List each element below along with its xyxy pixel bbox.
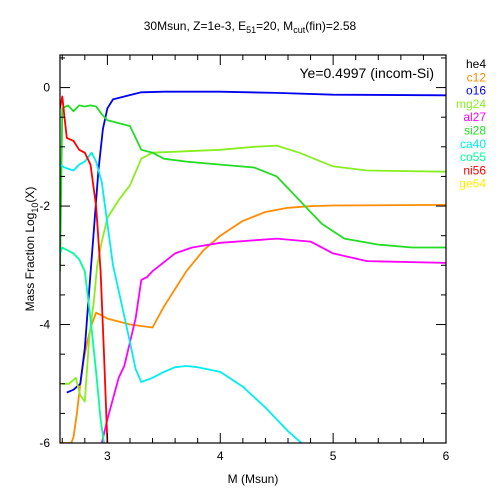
series-line-mg24 xyxy=(62,144,446,403)
y-axis-label: Mass Fraction Log10(X) xyxy=(23,187,40,312)
y-tick-label: -6 xyxy=(39,436,50,450)
y-label-end: (X) xyxy=(23,187,37,203)
x-tick-label: 4 xyxy=(217,449,224,463)
legend-item-ca40: ca40 xyxy=(460,137,486,151)
legend-item-ni56: ni56 xyxy=(463,163,486,177)
series-line-si28 xyxy=(60,104,446,272)
title-mid: =20, M xyxy=(256,19,293,33)
title-m-sub: cut xyxy=(293,25,306,35)
y-tick-label: -4 xyxy=(39,318,50,332)
ticks-layer: 3 4 5 6 0 -2 -4 -6 xyxy=(39,55,450,463)
series-line-ni56 xyxy=(60,95,109,443)
y-label-main: Mass Fraction Log xyxy=(23,213,37,312)
y-label-sub: 10 xyxy=(30,203,40,213)
plot-frame xyxy=(59,54,447,444)
y-tick-label: -2 xyxy=(39,199,50,213)
series-line-ca40 xyxy=(60,151,303,443)
title-end: (fin)=2.58 xyxy=(305,19,356,33)
legend-item-c12: c12 xyxy=(467,70,487,84)
legend-item-o16: o16 xyxy=(466,84,486,98)
legend-item-co55: co55 xyxy=(460,150,486,164)
legend-item-mg24: mg24 xyxy=(456,97,486,111)
series-line-o16 xyxy=(66,90,446,394)
x-tick-label: 3 xyxy=(104,449,111,463)
x-tick-label: 6 xyxy=(443,449,450,463)
legend-item-si28: si28 xyxy=(464,124,486,138)
x-axis-label: M (Msun) xyxy=(228,472,279,486)
legend-item-al27: al27 xyxy=(463,110,486,124)
legend-item-he4: he4 xyxy=(466,57,486,71)
chart-title: 30Msun, Z=1e-3, E51=20, Mcut(fin)=2.58 xyxy=(144,19,357,35)
series-line-co55 xyxy=(60,246,105,443)
svg-text:30Msun, Z=1e-3, E51=20, Mcut(f: 30Msun, Z=1e-3, E51=20, Mcut(fin)=2.58 xyxy=(144,19,357,35)
title-main: 30Msun, Z=1e-3, E xyxy=(144,19,246,33)
y-tick-label: 0 xyxy=(43,81,50,95)
series-line-c12 xyxy=(60,204,446,443)
series-line-al27 xyxy=(100,237,446,443)
series-layer xyxy=(60,90,446,443)
legend-item-ge64: ge64 xyxy=(459,177,486,191)
title-e-sub: 51 xyxy=(246,25,256,35)
annotation: Ye=0.4997 (incom-Si) xyxy=(299,65,434,81)
x-tick-label: 5 xyxy=(330,449,337,463)
